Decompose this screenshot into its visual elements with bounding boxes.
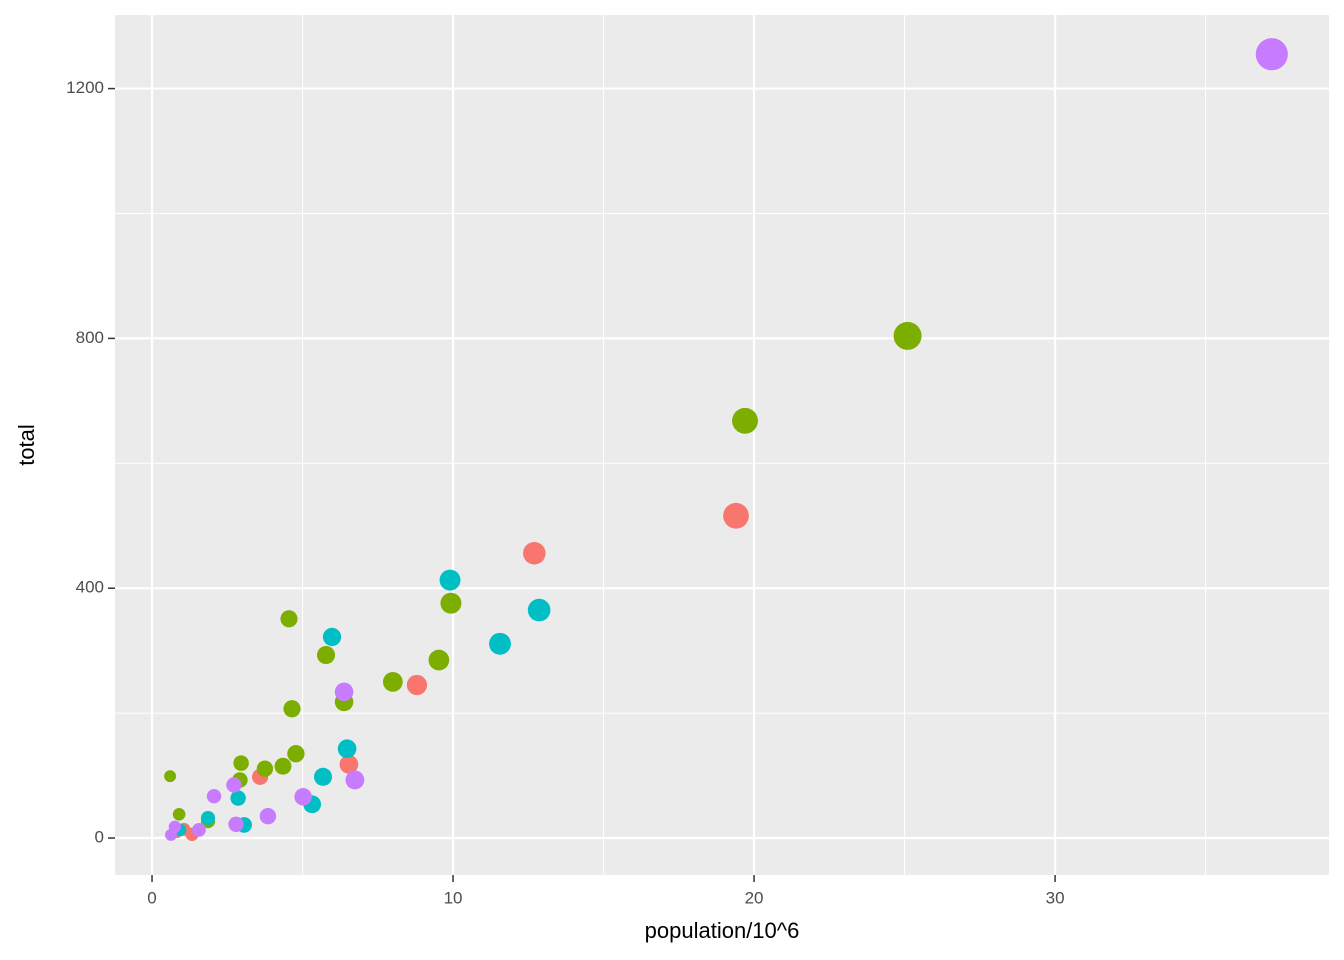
point — [489, 632, 511, 655]
point — [313, 767, 333, 786]
point — [345, 770, 365, 790]
point — [334, 682, 354, 702]
x-axis-title: population/10^6 — [645, 918, 800, 943]
point — [283, 700, 301, 718]
point — [172, 807, 186, 821]
point — [440, 592, 462, 614]
point — [164, 770, 177, 783]
point — [382, 672, 403, 692]
point — [192, 823, 206, 837]
point — [339, 754, 359, 774]
point — [256, 760, 274, 777]
point — [439, 569, 461, 591]
x-tick-label: 20 — [745, 888, 764, 907]
panel — [115, 15, 1329, 875]
point — [259, 807, 277, 825]
y-tick-label: 0 — [95, 828, 104, 847]
y-tick-label: 400 — [76, 578, 104, 597]
x-tick-label: 30 — [1046, 888, 1065, 907]
y-tick-label: 800 — [76, 328, 104, 347]
point — [337, 739, 357, 759]
point — [226, 777, 242, 793]
point — [230, 790, 246, 806]
point — [164, 828, 177, 841]
point — [228, 816, 244, 832]
x-tick-label: 0 — [147, 888, 156, 907]
y-tick-label: 1200 — [66, 78, 104, 97]
point — [280, 610, 298, 628]
point — [200, 810, 216, 826]
point — [322, 627, 342, 647]
point — [732, 407, 758, 434]
point — [233, 755, 249, 771]
x-tick-label: 10 — [444, 888, 463, 907]
point — [893, 321, 922, 350]
point — [206, 788, 222, 804]
point — [428, 649, 450, 671]
point — [316, 645, 336, 665]
point — [274, 757, 292, 775]
point — [294, 788, 312, 806]
point — [523, 541, 546, 565]
point — [287, 745, 305, 763]
y-axis-title: total — [14, 424, 39, 466]
point — [406, 674, 428, 696]
point — [527, 598, 551, 622]
point — [723, 502, 749, 529]
point — [1255, 38, 1288, 71]
